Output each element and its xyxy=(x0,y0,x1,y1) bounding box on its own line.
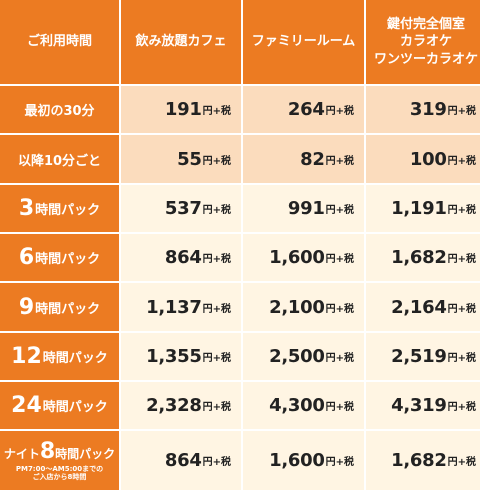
row-label-12h-pack: 12 時間パック xyxy=(0,333,119,380)
price-cell: 1,191 円+税 xyxy=(366,185,480,232)
row-label-night-8h-pack: ナイト8時間パック PM7:00～AM5:00までの ご入店から8時間 xyxy=(0,431,119,490)
price-cell: 1,682 円+税 xyxy=(366,431,480,490)
price-cell: 1,137 円+税 xyxy=(121,283,241,331)
price-cell: 191 円+税 xyxy=(121,86,241,133)
price-cell: 100 円+税 xyxy=(366,135,480,183)
price-cell: 1,355 円+税 xyxy=(121,333,241,380)
price-cell: 991 円+税 xyxy=(243,185,364,232)
price-cell: 864 円+税 xyxy=(121,234,241,281)
price-cell: 2,519 円+税 xyxy=(366,333,480,380)
price-cell: 1,600 円+税 xyxy=(243,431,364,490)
header-usage-time: ご利用時間 xyxy=(0,0,119,84)
night-pack-note: PM7:00～AM5:00までの ご入店から8時間 xyxy=(15,465,104,482)
header-family-room: ファミリールーム xyxy=(243,0,364,84)
price-cell: 4,300 円+税 xyxy=(243,382,364,429)
price-cell: 537 円+税 xyxy=(121,185,241,232)
row-label-first-30min: 最初の30分 xyxy=(0,86,119,133)
row-label-3h-pack: 3 時間パック xyxy=(0,185,119,232)
price-cell: 1,682 円+税 xyxy=(366,234,480,281)
price-cell: 2,328 円+税 xyxy=(121,382,241,429)
header-cafe: 飲み放題カフェ xyxy=(121,0,241,84)
header-private-karaoke: 鍵付完全個室 カラオケ ワンツーカラオケ xyxy=(366,0,480,84)
price-cell: 2,164 円+税 xyxy=(366,283,480,331)
price-cell: 2,100 円+税 xyxy=(243,283,364,331)
price-cell: 4,319 円+税 xyxy=(366,382,480,429)
price-cell: 319 円+税 xyxy=(366,86,480,133)
price-cell: 1,600 円+税 xyxy=(243,234,364,281)
price-cell: 264 円+税 xyxy=(243,86,364,133)
price-cell: 2,500 円+税 xyxy=(243,333,364,380)
price-cell: 864 円+税 xyxy=(121,431,241,490)
price-cell: 55 円+税 xyxy=(121,135,241,183)
night-pack-title: ナイト8時間パック xyxy=(3,438,116,464)
row-label-9h-pack: 9 時間パック xyxy=(0,283,119,331)
row-label-per-10min: 以降10分ごと xyxy=(0,135,119,183)
price-cell: 82 円+税 xyxy=(243,135,364,183)
row-label-24h-pack: 24 時間パック xyxy=(0,382,119,429)
row-label-6h-pack: 6 時間パック xyxy=(0,234,119,281)
